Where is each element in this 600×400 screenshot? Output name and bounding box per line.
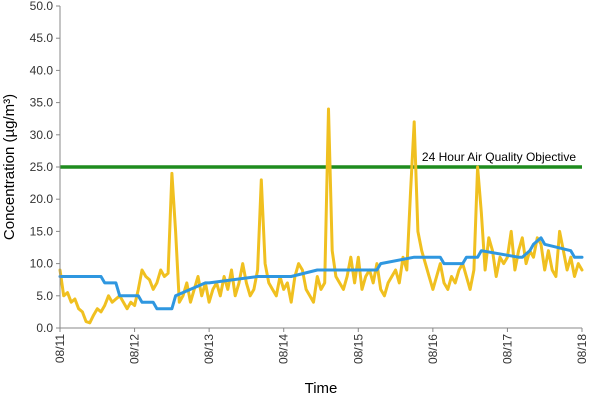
- x-tick-label: 08/13: [202, 334, 216, 364]
- x-tick-label: 08/17: [500, 334, 514, 364]
- y-tick-label: 20.0: [30, 192, 54, 206]
- y-tick-label: 45.0: [30, 31, 54, 45]
- y-tick-label: 50.0: [30, 0, 54, 13]
- objective-label: 24 Hour Air Quality Objective: [422, 150, 576, 164]
- x-tick-label: 08/18: [575, 334, 589, 364]
- x-axis-title: Time: [305, 380, 338, 397]
- series-layer: [58, 107, 584, 325]
- y-axis-title: Concentration (µg/m³): [1, 94, 18, 240]
- y-tick-label: 10.0: [30, 257, 54, 271]
- y-tick-label: 30.0: [30, 128, 54, 142]
- x-tick-label: 08/12: [128, 334, 142, 364]
- series-line-1: [58, 107, 584, 325]
- y-tick-label: 0.0: [36, 321, 53, 335]
- x-tick-label: 08/15: [351, 334, 365, 364]
- x-tick-label: 08/16: [426, 334, 440, 364]
- x-tick-label: 08/11: [53, 334, 67, 363]
- axes: 0.0 5.0 10.0 15.0 20.0 25.0 30.0 35.0 40.0 45.0 50…: [30, 0, 589, 364]
- series-line-2: [58, 236, 584, 311]
- x-tick-label: 08/14: [277, 334, 291, 364]
- y-tick-label: 15.0: [30, 224, 54, 238]
- y-tick-label: 25.0: [30, 160, 54, 174]
- y-tick-label: 35.0: [30, 96, 54, 110]
- y-tick-label: 5.0: [36, 289, 53, 303]
- y-tick-label: 40.0: [30, 63, 54, 77]
